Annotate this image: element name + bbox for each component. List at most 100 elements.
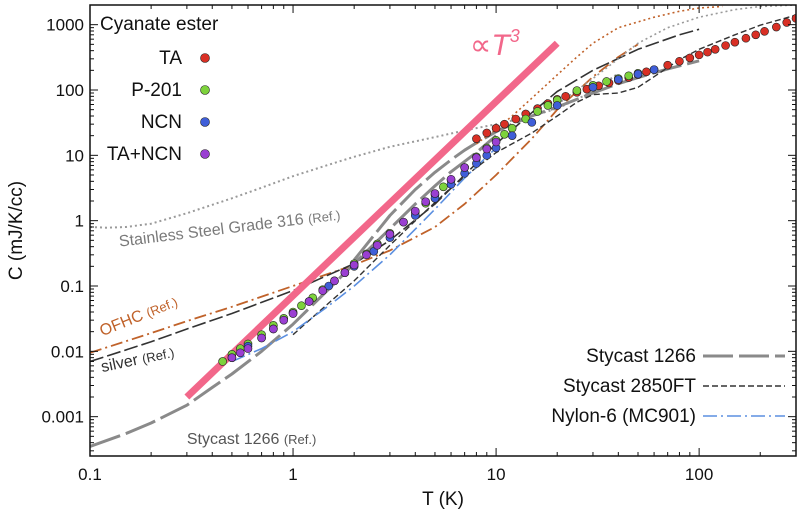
point-p-201 — [624, 71, 634, 81]
point-ta-ncn — [288, 309, 298, 318]
point-ta-ncn — [362, 250, 371, 260]
point-p-201 — [297, 301, 306, 310]
point-ta — [642, 67, 651, 77]
point-ta-ncn — [318, 286, 328, 295]
legend-marker-p-201 — [200, 85, 210, 95]
y-tick-label: 1 — [75, 212, 84, 231]
line-silver — [90, 28, 700, 363]
point-ncn — [633, 69, 643, 79]
annotation-silver: silver (Ref.) — [100, 344, 176, 376]
annotation-stainless-steel-grade-316: Stainless Steel Grade 316 (Ref.) — [118, 207, 341, 251]
legend-marker-ncn — [200, 117, 210, 127]
annotation-text: Stycast 1266 — [187, 431, 284, 448]
annotation-text: silver — [100, 351, 144, 376]
point-ncn — [507, 131, 517, 140]
point-ta-ncn — [482, 144, 492, 154]
point-ta-ncn — [227, 353, 237, 362]
point-p-201 — [500, 129, 509, 139]
line-stycast-2850ft — [292, 14, 796, 336]
point-ta — [472, 134, 481, 143]
point-ta — [663, 60, 672, 70]
point-p-201 — [507, 123, 517, 133]
point-ta-ncn — [304, 297, 314, 306]
y-tick-label: 1000 — [46, 16, 84, 35]
point-ta-ncn — [269, 324, 278, 334]
point-ncn — [552, 101, 562, 110]
point-ta-ncn — [410, 206, 420, 216]
x-tick-label: 10 — [487, 465, 506, 484]
y-axis-label: C (mJ/K/cc) — [6, 181, 27, 280]
legend-label-ta: TA — [159, 48, 182, 69]
x-tick-label: 0.1 — [78, 465, 102, 484]
annotation-text: OFHC — [97, 306, 150, 340]
x-tick-label: 1 — [288, 465, 297, 484]
point-ta — [511, 114, 521, 124]
point-ta-ncn — [349, 260, 359, 270]
legend-label-stycast-1266: Stycast 1266 — [586, 346, 696, 367]
legend-label-stycast-2850ft: Stycast 2850FT — [563, 376, 696, 397]
legend-marker-ta-ncn — [200, 149, 210, 159]
point-ta — [710, 44, 720, 54]
axis-ticks-layer: 0.1 1 10 100 0.001 0.01 0.1 1 10 100 1000 — [41, 4, 797, 484]
point-ta — [721, 41, 730, 50]
point-ta-ncn — [460, 163, 469, 172]
point-ta — [482, 128, 492, 138]
point-ta-ncn — [446, 174, 456, 184]
legend-label-p-201: P-201 — [131, 80, 182, 101]
point-ta-ncn — [257, 333, 266, 343]
point-ncn — [527, 118, 537, 127]
point-p-201 — [533, 107, 542, 116]
annotation-ref: (Ref.) — [144, 294, 180, 320]
y-tick-label: 100 — [56, 81, 84, 100]
t3-label-exponent: 3 — [510, 26, 520, 46]
scatter-points-layer — [218, 14, 796, 366]
y-tick-label: 0.1 — [60, 277, 84, 296]
point-ta — [741, 33, 751, 43]
point-ta — [694, 50, 704, 60]
x-tick-label: 100 — [685, 465, 713, 484]
point-ta — [760, 27, 769, 36]
point-ncn — [324, 281, 334, 291]
point-p-201 — [543, 101, 553, 110]
legend-label-nylon-6-mc901: Nylon-6 (MC901) — [551, 406, 696, 427]
point-ta — [791, 14, 796, 23]
point-ncn — [588, 82, 598, 92]
point-ta — [751, 30, 761, 40]
t3-label: ∝T3 — [470, 26, 520, 62]
point-ta-ncn — [421, 197, 430, 207]
legend-cyanate-ester: Cyanate ester TA P-201 NCN TA+NCN — [100, 14, 219, 165]
line-nylon-6-mc901 — [231, 147, 497, 363]
legend-label-ncn: NCN — [141, 112, 182, 133]
point-ta — [772, 22, 781, 32]
point-ta-ncn — [491, 137, 501, 147]
point-ta-ncn — [236, 348, 245, 358]
y-tick-label: 10 — [65, 146, 84, 165]
annotation-ref: (Ref.) — [307, 208, 341, 227]
annotation-text: Stainless Steel Grade 316 — [118, 211, 309, 251]
point-ta — [500, 119, 509, 129]
point-ta-ncn — [372, 240, 382, 250]
t3-reference-line — [184, 40, 560, 400]
line-upper-dashed — [556, 5, 796, 106]
point-ta — [703, 47, 712, 57]
annotation-ref: (Ref.) — [284, 432, 317, 447]
point-ta-ncn — [399, 217, 408, 227]
point-p-201 — [439, 182, 448, 192]
point-ta-ncn — [385, 229, 395, 239]
point-ta-ncn — [472, 153, 481, 162]
annotation-ofhc: OFHC (Ref.) — [97, 293, 180, 340]
point-ta-ncn — [279, 315, 289, 325]
legend-marker-ta — [200, 53, 210, 63]
point-ta — [491, 123, 501, 133]
t3-label-prefix: ∝T — [470, 29, 512, 62]
legend-epoxy-nylon: Stycast 1266 Stycast 2850FT Nylon-6 (MC901… — [551, 346, 785, 427]
t3-label-text: ∝T3 — [470, 26, 520, 62]
point-ta-ncn — [430, 189, 440, 198]
point-ta-ncn — [243, 344, 253, 353]
legend-label-ta-ncn: TA+NCN — [107, 144, 182, 165]
point-ta-ncn — [340, 268, 350, 277]
line-upper-dotted — [475, 5, 723, 145]
t3-line-layer — [184, 40, 560, 400]
legend-title: Cyanate ester — [100, 14, 219, 35]
